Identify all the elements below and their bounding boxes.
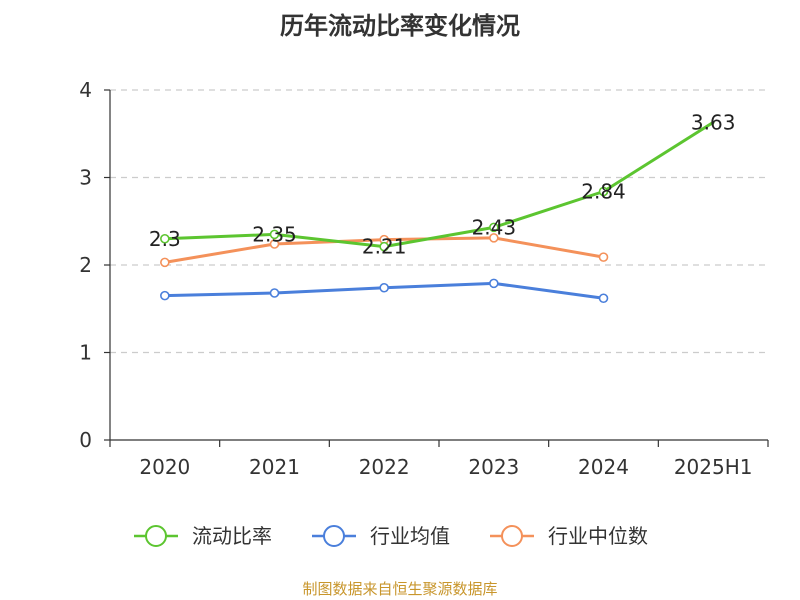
series-layer: [160, 120, 715, 304]
data-label: 2.84: [581, 180, 626, 204]
legend-marker: [501, 525, 523, 547]
legend-label: 流动比率: [192, 524, 272, 548]
data-point: [269, 239, 280, 249]
series-line-0: [163, 120, 715, 249]
legend-marker: [145, 525, 167, 547]
chart-title: 历年流动比率变化情况: [280, 12, 520, 40]
data-label: 3.63: [691, 110, 736, 134]
data-label: 2.21: [362, 235, 407, 259]
data-label: 2.43: [472, 215, 517, 239]
data-point: [160, 233, 170, 244]
data-point: [489, 222, 499, 233]
x-tick-label: 2025H1: [674, 455, 753, 479]
source-note: 制图数据来自恒生聚源数据库: [302, 580, 497, 598]
data-point: [269, 229, 280, 240]
x-tick-label: 2024: [578, 455, 629, 479]
data-point: [489, 278, 499, 289]
data-point: [598, 293, 609, 304]
data-point: [160, 257, 170, 268]
axes: 0 1 2 3 4 2020 2021 2022 2023 2024 2025H1: [79, 78, 769, 479]
x-tick-label: 2021: [249, 455, 300, 479]
data-label: 2.3: [149, 227, 181, 251]
x-tick-label: 2020: [139, 455, 190, 479]
data-labels: 2.3 2.35 2.21 2.43 2.84 3.63: [149, 110, 736, 258]
data-point: [160, 290, 170, 301]
y-tick-label: 0: [79, 428, 92, 452]
data-point: [489, 233, 499, 243]
y-tick-label: 1: [79, 341, 92, 365]
legend-label: 行业中位数: [548, 524, 648, 548]
legend: 流动比率 行业均值 行业中位数: [134, 524, 648, 548]
x-tick-label: 2023: [468, 455, 519, 479]
data-point: [379, 282, 389, 293]
y-tick-label: 4: [79, 78, 92, 102]
legend-marker: [323, 525, 345, 547]
y-tick-label: 2: [79, 253, 92, 277]
data-point: [598, 252, 609, 262]
x-tick-label: 2022: [359, 455, 410, 479]
grid-lines: [110, 89, 768, 354]
data-point: [269, 288, 280, 298]
data-point: [598, 186, 609, 197]
y-tick-label: 3: [79, 166, 92, 190]
data-point: [379, 241, 389, 252]
data-label: 2.35: [252, 222, 297, 246]
legend-label: 行业均值: [370, 524, 450, 548]
